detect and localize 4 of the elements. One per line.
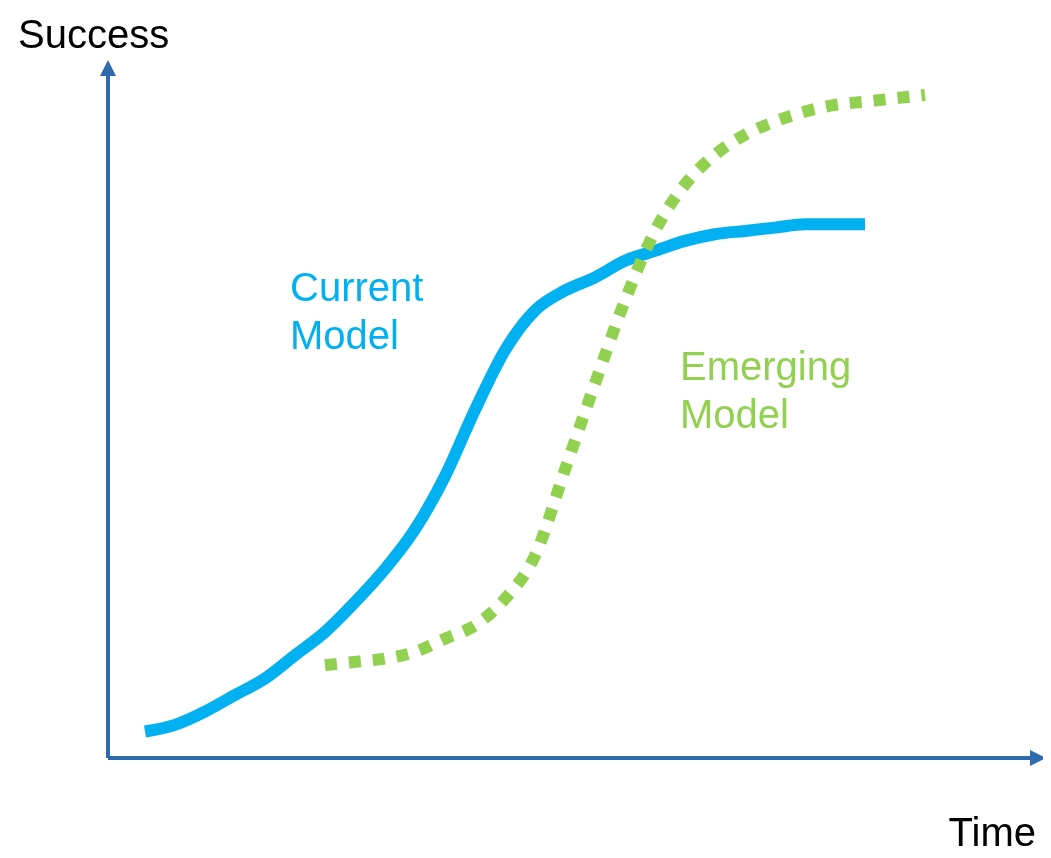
series-label: Emerging Model — [680, 344, 852, 437]
series-label: Current Model — [290, 264, 424, 357]
x-axis-title: Time — [948, 810, 1036, 854]
y-axis-title: Success — [18, 12, 170, 56]
